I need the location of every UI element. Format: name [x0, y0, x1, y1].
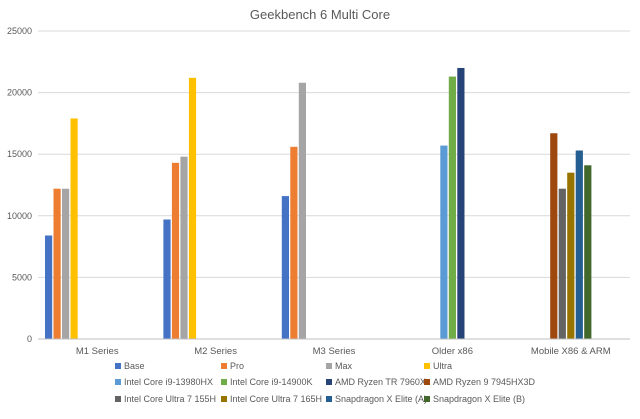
- x-tick-label: Mobile X86 & ARM: [531, 346, 611, 357]
- legend-swatch: [221, 396, 227, 402]
- x-axis: M1 Series M2 Series M3 Series Older x86 Mobi…: [38, 338, 630, 357]
- bar: [448, 76, 456, 339]
- y-axis: 0 5000 10000 15000 20000 25000: [7, 26, 32, 344]
- legend-label: Max: [335, 361, 353, 371]
- legend-swatch: [326, 396, 332, 402]
- legend-swatch: [115, 379, 121, 385]
- legend-swatch: [424, 396, 430, 402]
- y-tick-label: 10000: [7, 211, 32, 221]
- x-tick-label: M2 Series: [194, 346, 237, 357]
- legend-label: Snapdragon X Elite (A): [335, 394, 427, 404]
- y-tick-label: 15000: [7, 149, 32, 159]
- legend-label: Base: [124, 361, 145, 371]
- bar: [53, 188, 61, 339]
- legend-label: Snapdragon X Elite (B): [433, 394, 525, 404]
- legend-swatch: [221, 379, 227, 385]
- legend-label: Intel Core i9-14900K: [230, 377, 313, 387]
- y-tick-label: 25000: [7, 26, 32, 36]
- bar: [188, 77, 197, 339]
- chart-title: Geekbench 6 Multi Core: [250, 7, 390, 22]
- bar: [440, 145, 448, 339]
- legend-swatch: [326, 379, 332, 385]
- legend-label: Intel Core Ultra 7 165H: [230, 394, 322, 404]
- bar: [584, 165, 592, 339]
- bar: [550, 133, 558, 339]
- legend-swatch: [115, 363, 121, 369]
- bar: [457, 67, 465, 340]
- legend-label: AMD Ryzen TR 7960X: [335, 377, 426, 387]
- gridlines: [38, 30, 630, 340]
- legend-swatch: [115, 396, 121, 402]
- y-tick-label: 20000: [7, 88, 32, 98]
- bar: [163, 219, 171, 339]
- bar: [567, 172, 575, 339]
- bar: [180, 156, 188, 339]
- bar: [62, 188, 70, 339]
- bar: [70, 118, 78, 339]
- y-tick-label: 5000: [12, 272, 32, 282]
- bar: [171, 162, 180, 339]
- bars: [45, 67, 592, 340]
- legend-label: Ultra: [433, 361, 452, 371]
- y-tick-label: 0: [27, 334, 32, 344]
- legend-swatch: [221, 363, 227, 369]
- legend-label: Intel Core Ultra 7 155H: [124, 394, 216, 404]
- bar: [45, 235, 53, 339]
- legend-swatch: [424, 379, 430, 385]
- bar: [290, 146, 298, 339]
- legend-label: AMD Ryzen 9 7945HX3D: [433, 377, 536, 387]
- legend-swatch: [326, 363, 332, 369]
- bar: [281, 196, 289, 339]
- legend-swatch: [424, 363, 430, 369]
- x-tick-label: M3 Series: [313, 346, 356, 357]
- legend-label: Intel Core i9-13980HX: [124, 377, 213, 387]
- x-tick-label: Older x86: [432, 346, 473, 357]
- bar: [575, 150, 583, 339]
- legend-label: Pro: [230, 361, 244, 371]
- x-tick-label: M1 Series: [76, 346, 119, 357]
- bar: [558, 188, 566, 339]
- legend: Base Pro Max Ultra Intel Core i9-13980HX Inte…: [115, 361, 536, 404]
- bar: [298, 82, 306, 340]
